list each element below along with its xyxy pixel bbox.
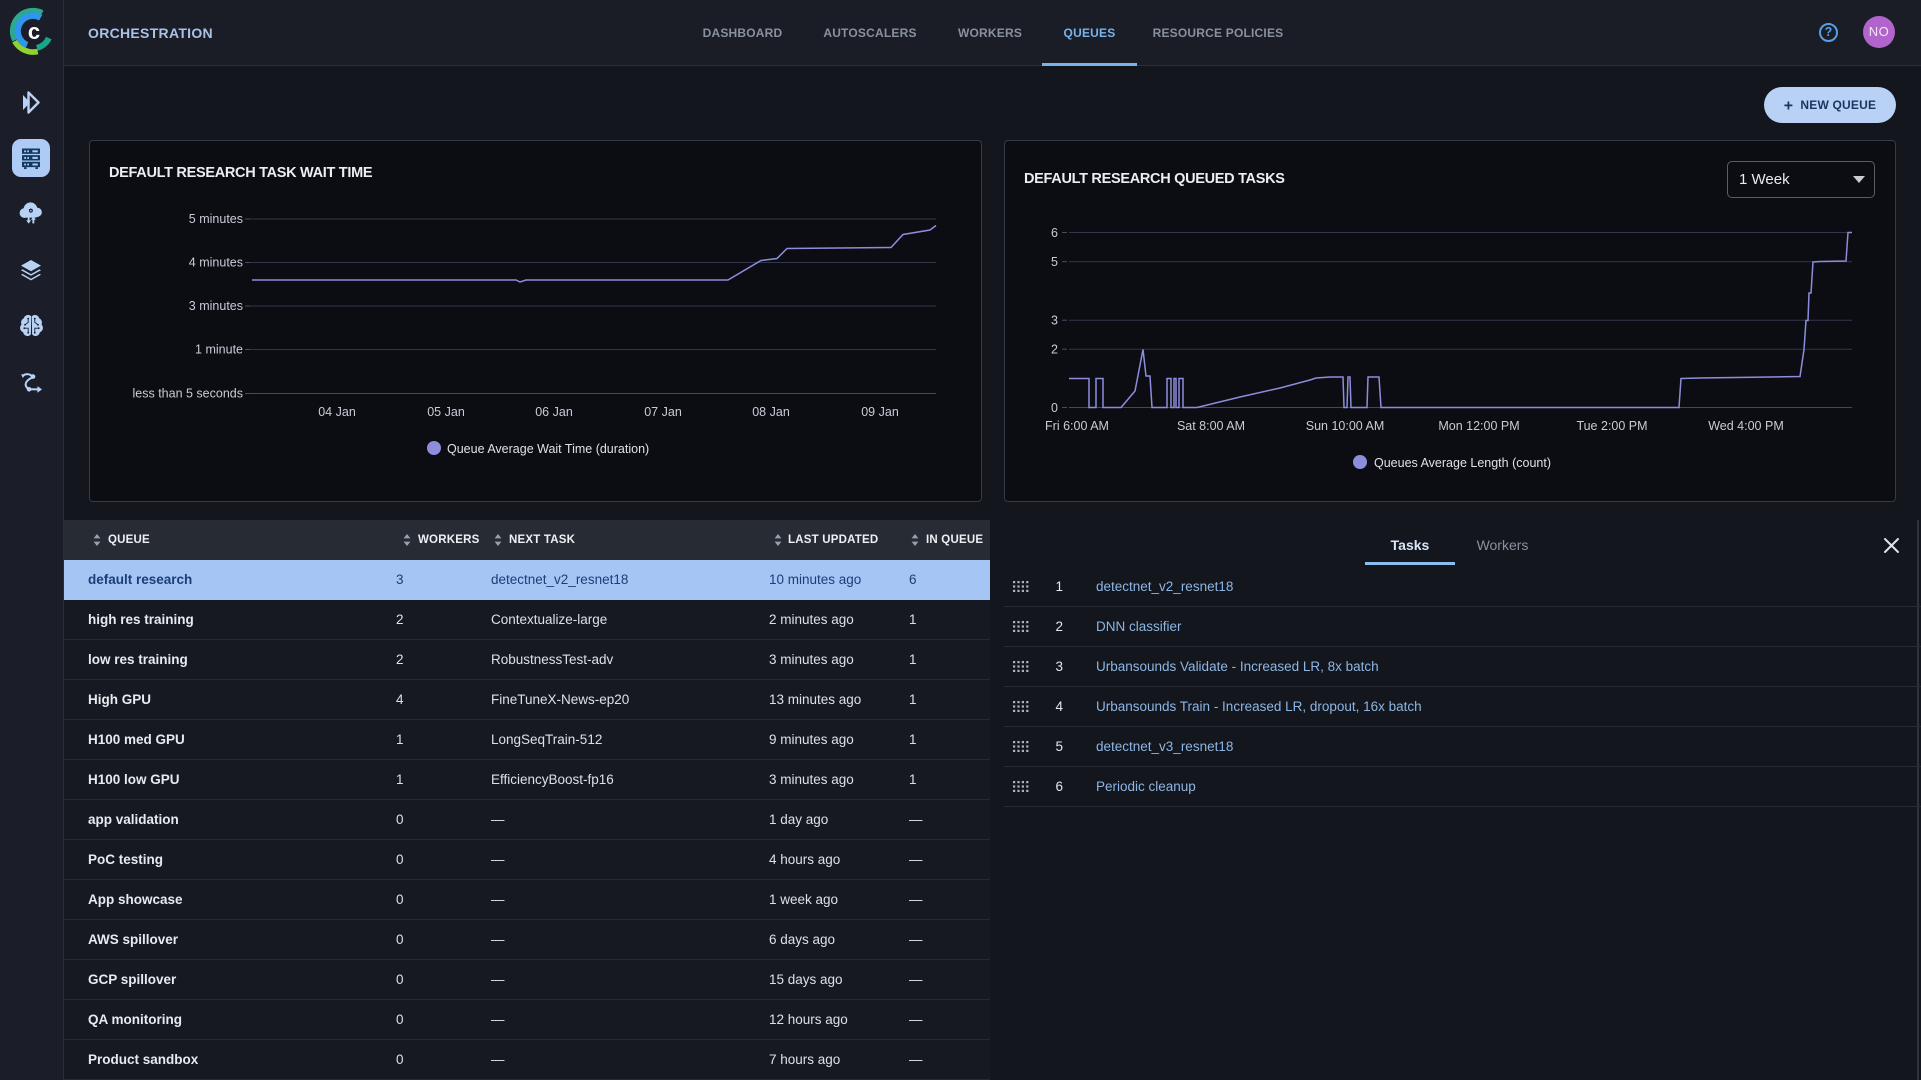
svg-text:Mon 12:00 PM: Mon 12:00 PM <box>1438 419 1519 433</box>
svg-text:Sun 10:00 AM: Sun 10:00 AM <box>1306 419 1385 433</box>
svg-text:Tue 2:00 PM: Tue 2:00 PM <box>1576 419 1647 433</box>
svg-text:3: 3 <box>1051 314 1058 328</box>
svg-text:less than 5 seconds: less than 5 seconds <box>133 387 244 401</box>
svg-text:5: 5 <box>1051 255 1058 269</box>
svg-text:06 Jan: 06 Jan <box>535 405 573 419</box>
svg-text:Sat 8:00 AM: Sat 8:00 AM <box>1177 419 1245 433</box>
svg-text:09 Jan: 09 Jan <box>861 405 899 419</box>
svg-text:04 Jan: 04 Jan <box>318 405 356 419</box>
svg-text:3 minutes: 3 minutes <box>189 299 243 313</box>
svg-text:0: 0 <box>1051 401 1058 415</box>
svg-text:Fri 6:00 AM: Fri 6:00 AM <box>1045 419 1109 433</box>
svg-text:Wed 4:00 PM: Wed 4:00 PM <box>1708 419 1784 433</box>
svg-text:c: c <box>28 19 40 44</box>
svg-text:2: 2 <box>1051 343 1058 357</box>
svg-text:6: 6 <box>1051 226 1058 240</box>
svg-text:07 Jan: 07 Jan <box>644 405 682 419</box>
svg-text:5 minutes: 5 minutes <box>189 212 243 226</box>
svg-text:4 minutes: 4 minutes <box>189 256 243 270</box>
svg-text:1 minute: 1 minute <box>195 343 243 357</box>
svg-text:Queue Average Wait Time (durat: Queue Average Wait Time (duration) <box>447 442 649 456</box>
svg-text:05 Jan: 05 Jan <box>427 405 465 419</box>
svg-text:Queues Average Length (count): Queues Average Length (count) <box>1374 456 1551 470</box>
svg-text:08 Jan: 08 Jan <box>752 405 790 419</box>
